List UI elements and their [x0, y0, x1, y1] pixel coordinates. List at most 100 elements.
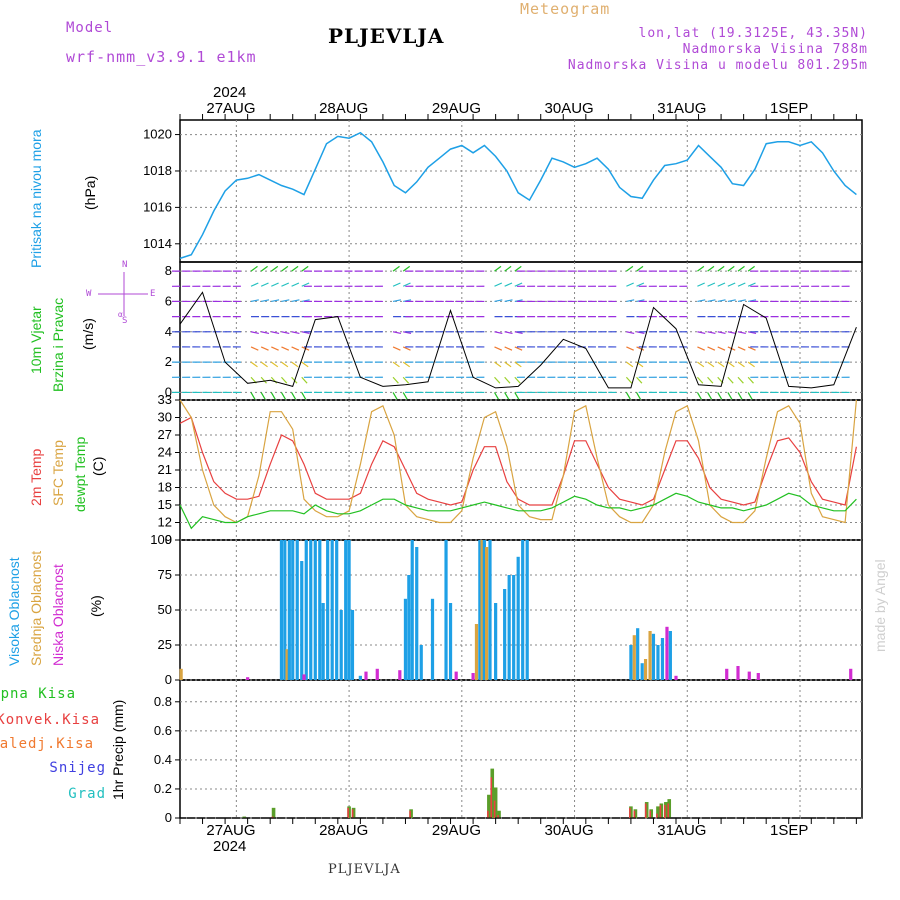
compass-cross-icon	[98, 272, 148, 316]
cloud-bar	[279, 540, 284, 680]
wind-arrow	[707, 331, 716, 334]
wind-arrow	[504, 376, 511, 384]
wind-arrow	[250, 346, 259, 351]
wind-arrow	[280, 392, 287, 400]
precip-bar-total	[351, 807, 356, 818]
cloud-bar	[507, 575, 511, 680]
cloud-bar	[525, 540, 529, 680]
tsfc-line	[179, 399, 857, 524]
wind-arrow	[514, 392, 520, 400]
wind-arrow	[514, 265, 522, 272]
wind-arrow	[747, 265, 755, 272]
cloud-bar	[339, 610, 343, 680]
wind-arrow	[717, 265, 725, 272]
wind-arrow	[636, 299, 645, 303]
wind-arrow	[494, 331, 503, 334]
wind-arrow	[260, 361, 268, 368]
wind-arrow	[514, 361, 522, 368]
precip-bar-conv	[347, 807, 349, 818]
cloud-bar	[330, 540, 334, 680]
wind-arrow	[260, 282, 269, 287]
cloud-bar	[287, 540, 291, 680]
wind-arrow	[250, 265, 258, 272]
precip-bar-conv	[649, 810, 651, 818]
wind-arrow	[494, 361, 502, 368]
wind-arrow	[717, 331, 726, 334]
y-tick-label: 75	[158, 567, 172, 582]
wind-arrow	[402, 376, 410, 384]
meteogram-label: Meteogram	[520, 0, 611, 18]
wind-arrow	[514, 376, 521, 384]
y-tick-label: 0	[165, 672, 172, 687]
wind-arrow	[748, 331, 757, 334]
cloud-bar	[632, 635, 636, 680]
precip-bar-total	[487, 794, 491, 818]
cloud-bar	[358, 675, 362, 680]
wind-arrow	[707, 265, 715, 272]
wind-arrow	[504, 299, 513, 303]
y-tick-label: 1014	[143, 236, 172, 251]
cloud-bar	[640, 663, 644, 680]
cloud-bar	[478, 540, 482, 680]
cloud-bar	[849, 668, 853, 680]
model-name: wrf-nmm_v3.9.1 e1km	[66, 48, 257, 66]
model-altitude-label: Nadmorska Visina u modelu 801.295m	[567, 58, 868, 73]
cloud-bar	[302, 674, 306, 680]
cloud-bar	[300, 561, 304, 680]
precip-legend-label: Grad	[68, 786, 106, 802]
cloud-bar	[375, 668, 379, 680]
precip-bar-conv	[656, 813, 658, 818]
wind-arrow	[636, 282, 645, 287]
wind-arrow	[392, 282, 401, 287]
wind-arrow	[493, 392, 500, 400]
wind-arrow	[281, 361, 289, 368]
cloud-bar	[482, 540, 486, 680]
top-year: 2024	[213, 84, 247, 101]
precip-bar-conv	[487, 810, 489, 818]
compass-n: N	[122, 260, 128, 270]
wind-arrow	[402, 346, 411, 351]
wind-compass: N W E S α	[82, 260, 160, 326]
precip-bar-total	[644, 802, 649, 818]
wind-arrow	[514, 331, 523, 334]
precip-bar-total	[667, 799, 672, 818]
wind-arrow	[626, 282, 634, 287]
precip-legend-label: Zaledj.Kisa	[0, 736, 94, 752]
precip-bar-total	[271, 807, 276, 818]
precip-bar-conv	[409, 810, 411, 818]
wind-arrow	[737, 361, 745, 368]
wind-arrow	[291, 331, 300, 334]
bottom-day-label: 28AUG	[319, 822, 369, 839]
wind-arrow	[504, 361, 512, 368]
model-label: Model	[66, 20, 114, 36]
y-tick-label: 27	[158, 427, 172, 442]
y-tick-label: 0.8	[154, 694, 172, 709]
y-tick-label: 2	[165, 354, 172, 369]
y-tick-label: 21	[158, 462, 172, 477]
wind-arrow	[717, 299, 726, 303]
cloud-bar	[246, 677, 250, 680]
compass-e: E	[150, 289, 156, 299]
wind-arrow	[727, 331, 736, 334]
cloud-bar	[285, 649, 289, 680]
cloud-bar	[313, 540, 317, 680]
wind-arrow	[271, 299, 280, 303]
precip-bar-total	[242, 816, 247, 818]
compass-s: S	[122, 316, 128, 326]
panel-frame	[179, 119, 863, 263]
y-tick-label: 6	[165, 293, 172, 308]
wind-arrow	[504, 331, 513, 334]
station-title: PLJEVLJA	[328, 24, 445, 48]
cloud-bar	[398, 670, 402, 680]
precip-bar-total	[347, 806, 351, 818]
wind-arrow	[514, 299, 523, 303]
wind-arrow	[697, 265, 705, 272]
cloud-bar	[444, 540, 448, 680]
wind-arrow	[514, 282, 523, 287]
cloud-bar	[335, 540, 339, 680]
wind-arrow	[636, 392, 642, 400]
precip-legend-label: Ukupna Kisa	[0, 686, 76, 702]
wind-arrow	[697, 361, 705, 368]
wind-arrow	[504, 265, 512, 272]
compass-w: W	[86, 289, 92, 299]
